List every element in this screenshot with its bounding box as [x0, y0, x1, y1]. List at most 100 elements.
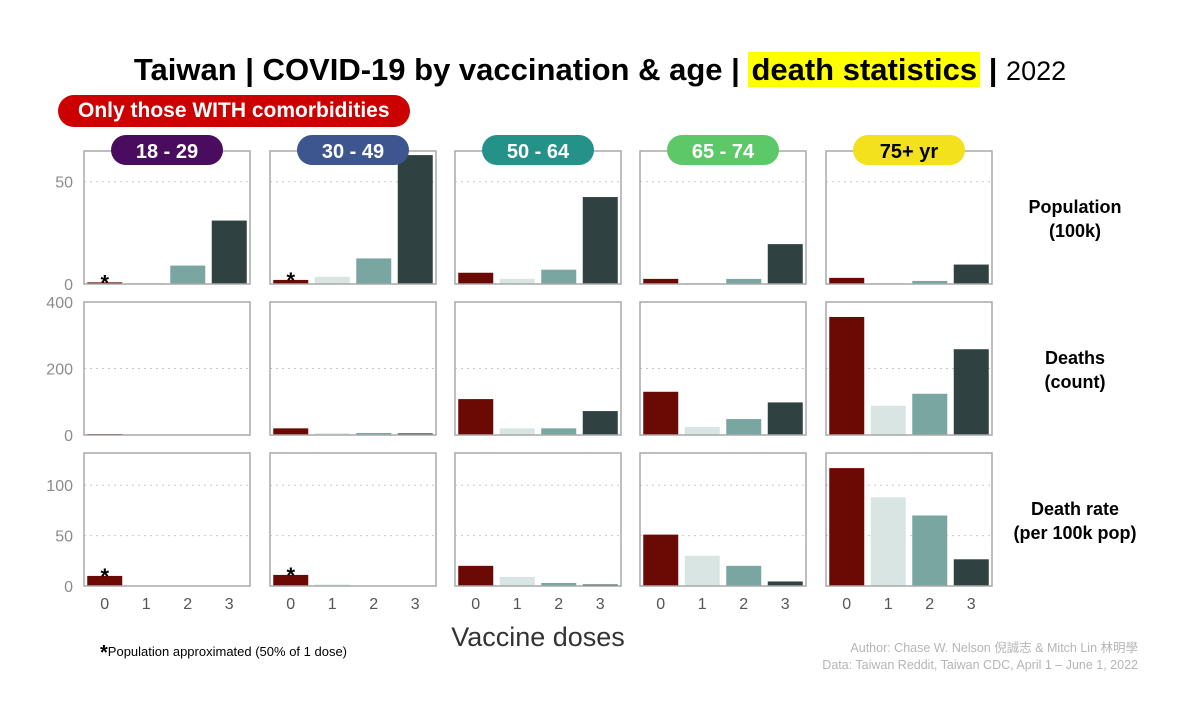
facet-header-pill: [667, 135, 779, 165]
bar: [767, 581, 803, 586]
bar: [356, 258, 392, 284]
y-tick-label: 50: [55, 529, 73, 546]
bar: [912, 393, 948, 435]
bar: [870, 405, 906, 435]
x-tick-label: 3: [411, 596, 420, 613]
credits-data: Data: Taiwan Reddit, Taiwan CDC, April 1…: [822, 658, 1138, 672]
x-tick-label: 3: [781, 596, 790, 613]
asterisk-annotation: *: [286, 268, 295, 293]
x-tick-label: 2: [183, 596, 192, 613]
bar: [767, 402, 803, 435]
bar: [726, 278, 762, 284]
panel-frame: [639, 301, 807, 436]
bar: [870, 497, 906, 586]
bar: [684, 427, 720, 435]
title-separator: |: [980, 52, 1007, 87]
panel-frame: [825, 301, 993, 436]
facet-header-pill: [482, 135, 594, 165]
bar: [829, 468, 865, 586]
x-tick-label: 1: [513, 596, 522, 613]
footnote: *Population approximated (50% of 1 dose): [100, 642, 347, 665]
x-tick-label: 2: [739, 596, 748, 613]
bar: [458, 399, 494, 435]
bar: [397, 155, 433, 284]
panel-frame: [83, 301, 251, 436]
x-axis-title: Vaccine doses: [451, 622, 625, 652]
panel-frame: [269, 452, 437, 587]
facet-header-pill: [297, 135, 409, 165]
y-tick-label: 50: [55, 175, 73, 192]
bar: [458, 565, 494, 586]
facet-header-label: 18 - 29: [136, 141, 198, 163]
facet-header-label: 30 - 49: [322, 141, 384, 163]
bar: [273, 279, 309, 284]
bar: [211, 220, 247, 284]
bar: [643, 534, 679, 586]
x-tick-label: 3: [225, 596, 234, 613]
footnote-text: Population approximated (50% of 1 dose): [107, 644, 348, 659]
panel-frame: [825, 452, 993, 587]
x-tick-label: 0: [842, 596, 851, 613]
facet-header-pill: [853, 135, 965, 165]
bar: [541, 582, 577, 586]
bar: [87, 282, 123, 284]
bar: [953, 559, 989, 586]
bar: [912, 515, 948, 586]
bar: [397, 433, 433, 435]
panel-frame: [825, 150, 993, 285]
bar: [273, 574, 309, 586]
bar: [582, 584, 618, 586]
bar: [458, 272, 494, 284]
x-tick-label: 1: [884, 596, 893, 613]
bar: [499, 576, 535, 586]
bar: [170, 265, 206, 284]
bar: [643, 391, 679, 435]
bar: [767, 244, 803, 284]
y-tick-label: 0: [64, 277, 73, 294]
title-highlight: death statistics: [748, 52, 981, 87]
bar: [499, 428, 535, 435]
x-tick-label: 1: [698, 596, 707, 613]
bar: [829, 277, 865, 284]
footnote-asterisk: *: [100, 642, 108, 664]
row-label: Population: [1029, 197, 1122, 217]
x-tick-label: 1: [328, 596, 337, 613]
facet-header-pill: [111, 135, 223, 165]
y-tick-label: 100: [46, 478, 73, 495]
bar: [87, 575, 123, 586]
facet-header-label: 50 - 64: [507, 141, 570, 163]
credits-author: Author: Chase W. Nelson 倪誠志 & Mitch Lin …: [850, 641, 1138, 655]
row-label: Deaths: [1045, 348, 1105, 368]
panel-frame: [639, 452, 807, 587]
x-tick-label: 2: [925, 596, 934, 613]
comorbidity-badge: Only those WITH comorbidities: [58, 95, 410, 127]
bar: [314, 433, 350, 435]
bar: [726, 419, 762, 435]
bar: [356, 433, 392, 435]
x-tick-label: 0: [100, 596, 109, 613]
bar: [314, 584, 350, 586]
bar: [953, 264, 989, 284]
bar: [541, 269, 577, 284]
x-tick-label: 3: [967, 596, 976, 613]
row-label: Death rate: [1031, 499, 1119, 519]
x-tick-label: 2: [554, 596, 563, 613]
y-tick-label: 400: [46, 295, 73, 312]
panel-frame: [454, 452, 622, 587]
facet-header-label: 75+ yr: [880, 141, 939, 163]
asterisk-annotation: *: [100, 564, 109, 589]
row-label: (per 100k pop): [1013, 523, 1136, 543]
panel-frame: [454, 301, 622, 436]
bar: [582, 197, 618, 284]
panel-frame: [269, 301, 437, 436]
bar: [582, 411, 618, 435]
bar: [273, 428, 309, 435]
y-tick-label: 0: [64, 428, 73, 445]
chart-title: Taiwan | COVID-19 by vaccination & age |…: [0, 52, 1200, 88]
credits: Author: Chase W. Nelson 倪誠志 & Mitch Lin …: [822, 640, 1138, 674]
x-tick-label: 3: [596, 596, 605, 613]
x-tick-label: 2: [369, 596, 378, 613]
row-label: (count): [1045, 372, 1106, 392]
bar: [726, 565, 762, 586]
